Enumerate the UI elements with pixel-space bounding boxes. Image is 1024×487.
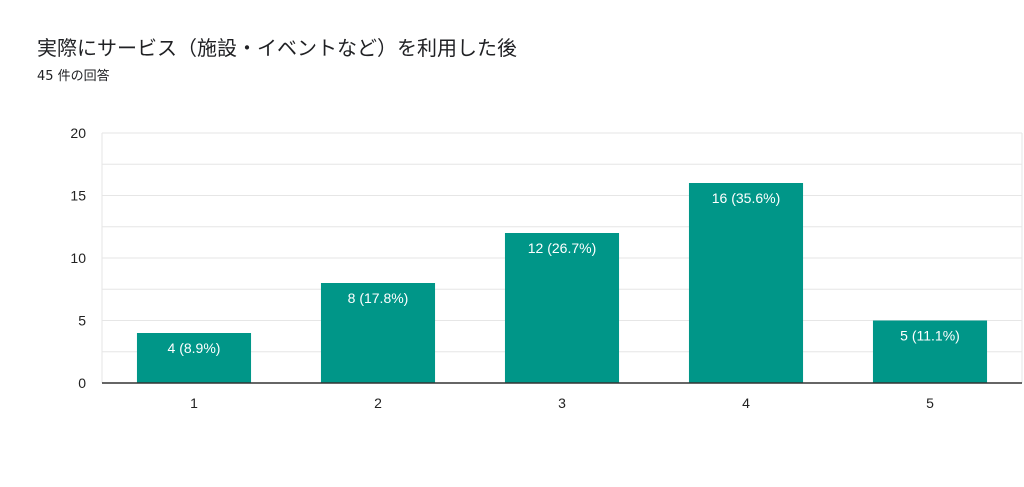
y-tick-label: 5 bbox=[78, 313, 86, 329]
x-tick-label: 1 bbox=[190, 395, 198, 411]
bar-data-label: 5 (11.1%) bbox=[900, 328, 960, 344]
x-axis-ticks: 1 2 3 4 5 bbox=[190, 395, 934, 411]
x-tick-label: 5 bbox=[926, 395, 934, 411]
response-count: 45 件の回答 bbox=[37, 69, 110, 84]
bar-data-label: 8 (17.8%) bbox=[348, 290, 409, 306]
x-tick-label: 3 bbox=[558, 395, 566, 411]
x-tick-label: 2 bbox=[374, 395, 382, 411]
bar bbox=[688, 183, 804, 383]
chart-title: 実際にサービス（施設・イベントなど）を利用した後 bbox=[37, 36, 517, 60]
bar bbox=[320, 283, 436, 383]
y-tick-label: 15 bbox=[70, 188, 86, 204]
bar-data-labels: 4 (8.9%) 8 (17.8%) 12 (26.7%) 16 (35.6%) 5 (… bbox=[168, 190, 960, 356]
bar bbox=[136, 333, 252, 383]
x-tick-label: 4 bbox=[742, 395, 750, 411]
y-tick-label: 20 bbox=[70, 125, 86, 141]
y-axis-ticks: 0 5 10 15 20 bbox=[70, 125, 86, 391]
bars bbox=[136, 183, 988, 383]
bar-data-label: 12 (26.7%) bbox=[528, 240, 596, 256]
bar-data-label: 4 (8.9%) bbox=[168, 340, 221, 356]
y-tick-label: 0 bbox=[78, 375, 86, 391]
y-tick-label: 10 bbox=[70, 250, 86, 266]
bar bbox=[872, 320, 988, 383]
bar-data-label: 16 (35.6%) bbox=[712, 190, 780, 206]
bar bbox=[504, 233, 620, 383]
